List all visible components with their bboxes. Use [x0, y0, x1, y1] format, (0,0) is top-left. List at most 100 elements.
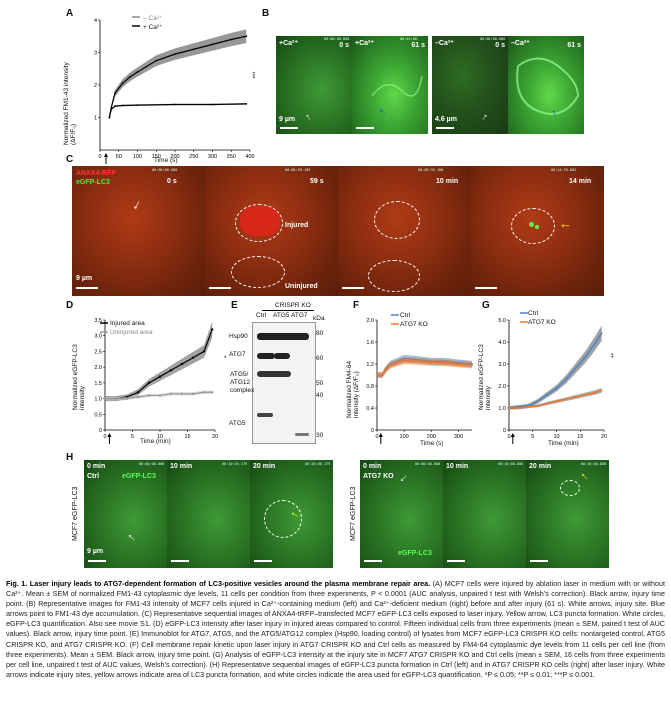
image-c-59s: 00:00:59.109 59 s Injured Uninjured — [205, 166, 338, 296]
data-point — [136, 104, 139, 107]
y-tick-label: 3.0 — [498, 362, 506, 368]
white-arrow-icon: ↑ — [395, 471, 411, 487]
image-b-plus-61s: +Ca²⁺ 61 s 00:01:00. ↑ — [352, 36, 428, 134]
image-b-minus-61s: –Ca²⁺ 61 s ↑ — [508, 36, 584, 134]
legend-plus-ca: + Ca²⁺ — [143, 24, 163, 31]
chart-a: 1 2 3 4 0 50 100 150 200 250 300 350 400 — [94, 16, 255, 164]
y-tick-label: 1.0 — [498, 406, 506, 412]
x-tick-label: 5 — [531, 434, 534, 440]
data-point — [191, 392, 195, 396]
x-tick-label: 15 — [577, 434, 583, 440]
figure-caption: Fig. 1. Laser injury leads to ATG7-depen… — [6, 579, 665, 680]
data-point — [600, 332, 603, 335]
h-ylabel-left: MCF7 eGFP-LC3 — [72, 486, 79, 541]
data-point — [125, 397, 129, 400]
y-tick-label: 0.4 — [366, 406, 374, 412]
data-point — [593, 391, 596, 394]
y-tick-label: 2.0 — [94, 365, 102, 371]
x-tick-label: 0 — [98, 154, 101, 160]
chart-d-plot: 0 0.5 1.0 1.5 2.0 2.5 3.0 3.5 0 5 10 15 20 — [94, 318, 218, 444]
chart-g-plot: 0 1.0 2.0 3.0 4.0 5.0 0 5 10 15 20 — [498, 312, 607, 444]
y-tick-label: 0 — [99, 428, 102, 434]
data-point — [536, 400, 539, 403]
row-atg7: ATG7 — [229, 351, 246, 358]
x-tick-label: 400 — [245, 154, 254, 160]
x-tick-label: 20 — [601, 434, 607, 440]
error-band — [509, 325, 602, 410]
data-point — [180, 362, 184, 366]
lane-atg7: ATG7 — [291, 312, 308, 319]
data-point — [108, 116, 111, 119]
data-point — [245, 102, 248, 105]
data-point — [147, 381, 151, 385]
h-ylabel-right: MCF7 eGFP-LC3 — [350, 486, 357, 541]
image-h-ctrl-20: 20 min 00:20:06.179 ← — [250, 460, 333, 568]
dashed-circle — [235, 204, 283, 242]
y-tick-label: 0 — [503, 428, 506, 434]
x-tick-label: 0 — [103, 434, 106, 440]
x-tick-label: 10 — [157, 434, 163, 440]
y-tick-label: 0.5 — [94, 412, 102, 418]
data-point — [169, 369, 173, 372]
chart-d-xlabel: Time (min) — [140, 438, 171, 445]
data-point — [191, 356, 195, 359]
blot-header: CRISPR KO — [275, 302, 311, 309]
dashed-circle — [374, 201, 420, 239]
lane-atg5: ATG5 — [273, 312, 290, 319]
chart-g-ylabel: Normalized eGFP-LC3 intensity — [478, 344, 492, 410]
chart-a-xlabel: Time (s) — [154, 157, 178, 164]
legend-uninjured: Uninjured area — [110, 329, 153, 336]
chart-a-significance: *** — [248, 71, 255, 79]
kda-label: kDa — [313, 315, 325, 322]
y-tick-label: 1.2 — [366, 362, 374, 368]
data-point — [103, 397, 107, 400]
image-c-0s: ANXA4-RFP eGFP-LC3 00:00:00.000 0 s ↓ 9 … — [72, 166, 205, 296]
data-point — [508, 407, 510, 409]
image-h-ctrl-10: 10 min 00:10:05.179 — [167, 460, 250, 568]
legend-injured: Injured area — [110, 320, 145, 327]
legend-f-ko: ATG7 KO — [400, 321, 428, 328]
data-point — [180, 392, 184, 396]
panel-label-f: F — [353, 300, 360, 311]
data-point — [584, 393, 586, 396]
data-point — [416, 360, 419, 363]
data-point — [565, 398, 567, 401]
marker-40: 40 — [316, 392, 324, 399]
x-tick-label: 350 — [227, 154, 236, 160]
x-tick-label: 150 — [152, 154, 161, 160]
data-point — [147, 394, 151, 397]
y-tick-label: 4 — [94, 18, 97, 24]
x-tick-label: 20 — [212, 434, 218, 440]
data-point — [471, 364, 473, 366]
y-tick-label: 0.8 — [366, 384, 374, 390]
row-hsp90: Hsp90 — [229, 333, 248, 340]
data-point — [121, 104, 124, 107]
y-tick-label: 4.0 — [498, 340, 506, 346]
chart-g-significance: ** — [607, 352, 615, 359]
x-tick-label: 10 — [553, 434, 559, 440]
x-tick-label: 100 — [133, 154, 142, 160]
data-point — [443, 362, 446, 364]
data-point — [555, 400, 558, 403]
error-band — [109, 29, 247, 120]
image-h-ctrl-0: 0 min Ctrl eGFP-LC3 00:00:00.000 ↑ 9 µm — [84, 460, 167, 568]
yellow-arrow-icon: ← — [576, 465, 596, 485]
data-point — [129, 75, 131, 78]
white-arrow-icon: ↑ — [303, 111, 314, 124]
image-b-plus-0s: +Ca²⁺ 0 s 00:00:00.000 9 µm ↑ — [276, 36, 352, 134]
data-point — [174, 103, 176, 106]
data-point — [376, 374, 378, 376]
data-point — [202, 391, 206, 394]
data-point — [174, 53, 176, 56]
legend-minus-ca: – Ca²⁺ — [143, 15, 163, 22]
x-tick-label: 300 — [454, 434, 463, 440]
image-b-minus-0s: –Ca²⁺ 0 s 00:00:00.000 4.6 µm ↑ — [432, 36, 508, 134]
chart-d: 0 0.5 1.0 1.5 2.0 2.5 3.0 3.5 0 5 10 15 20 — [94, 318, 218, 444]
panel-label-c: C — [66, 154, 74, 165]
data-point — [136, 391, 140, 394]
y-tick-label: 5.0 — [498, 318, 506, 324]
data-point — [114, 105, 116, 108]
data-point — [158, 375, 162, 378]
data-point — [555, 387, 558, 390]
dashed-circle — [231, 256, 285, 288]
